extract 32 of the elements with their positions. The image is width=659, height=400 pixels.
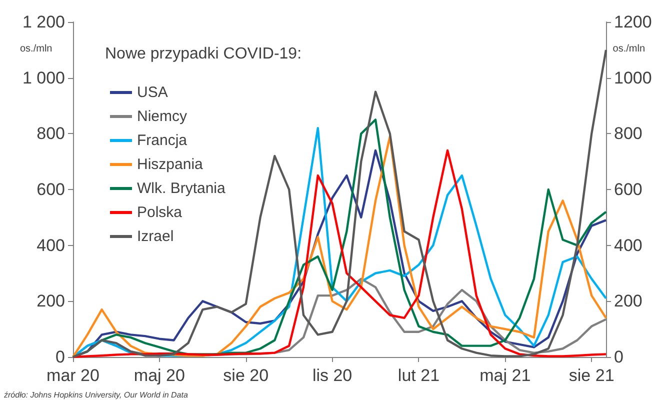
x-tick-label: sie 20 [223, 366, 269, 385]
y-axis-title: os./mln [20, 44, 52, 54]
text: źródło: Johns Hopkins University, Our World in Data [3, 390, 188, 400]
x-tick-label: mar 20 [46, 366, 100, 385]
legend-label: Niemcy [137, 108, 188, 125]
y-tick-label: 800 [36, 124, 65, 144]
legend-label: Francja [137, 132, 188, 149]
y2-tick-label: 200 [614, 292, 642, 311]
y-tick-label: 400 [36, 236, 65, 255]
legend-label: USA [137, 84, 168, 101]
y2-tick-label: 400 [614, 236, 642, 255]
legend-title: Nowe przypadki COVID-19: [105, 46, 302, 62]
legend-label: Izrael [137, 228, 174, 245]
x-tick-label: lut 21 [398, 366, 440, 385]
y-tick-label: 0 [56, 348, 65, 366]
y2-axis-title: os./mln [612, 44, 646, 54]
y2-tick-label: 600 [614, 180, 642, 199]
y-tick-label: 600 [36, 180, 65, 199]
legend-label: Wlk. Brytania [137, 180, 226, 197]
y2-tick-label: 1000 [614, 68, 652, 88]
y2-tick-label: 1200 [614, 12, 652, 32]
legend-label: Hiszpania [137, 156, 204, 173]
x-tick-label: lis 20 [312, 366, 352, 385]
x-tick-label: sie 21 [568, 366, 614, 385]
y-tick-label: 1 000 [22, 68, 65, 88]
y2-tick-label: 800 [614, 124, 642, 144]
y-tick-label: 200 [36, 292, 65, 311]
x-tick-label: maj 20 [134, 366, 185, 385]
y-tick-label: 1 200 [22, 12, 65, 32]
x-tick-label: maj 21 [480, 366, 531, 385]
legend-label: Polska [137, 204, 183, 221]
y2-tick-label: 0 [614, 348, 624, 366]
